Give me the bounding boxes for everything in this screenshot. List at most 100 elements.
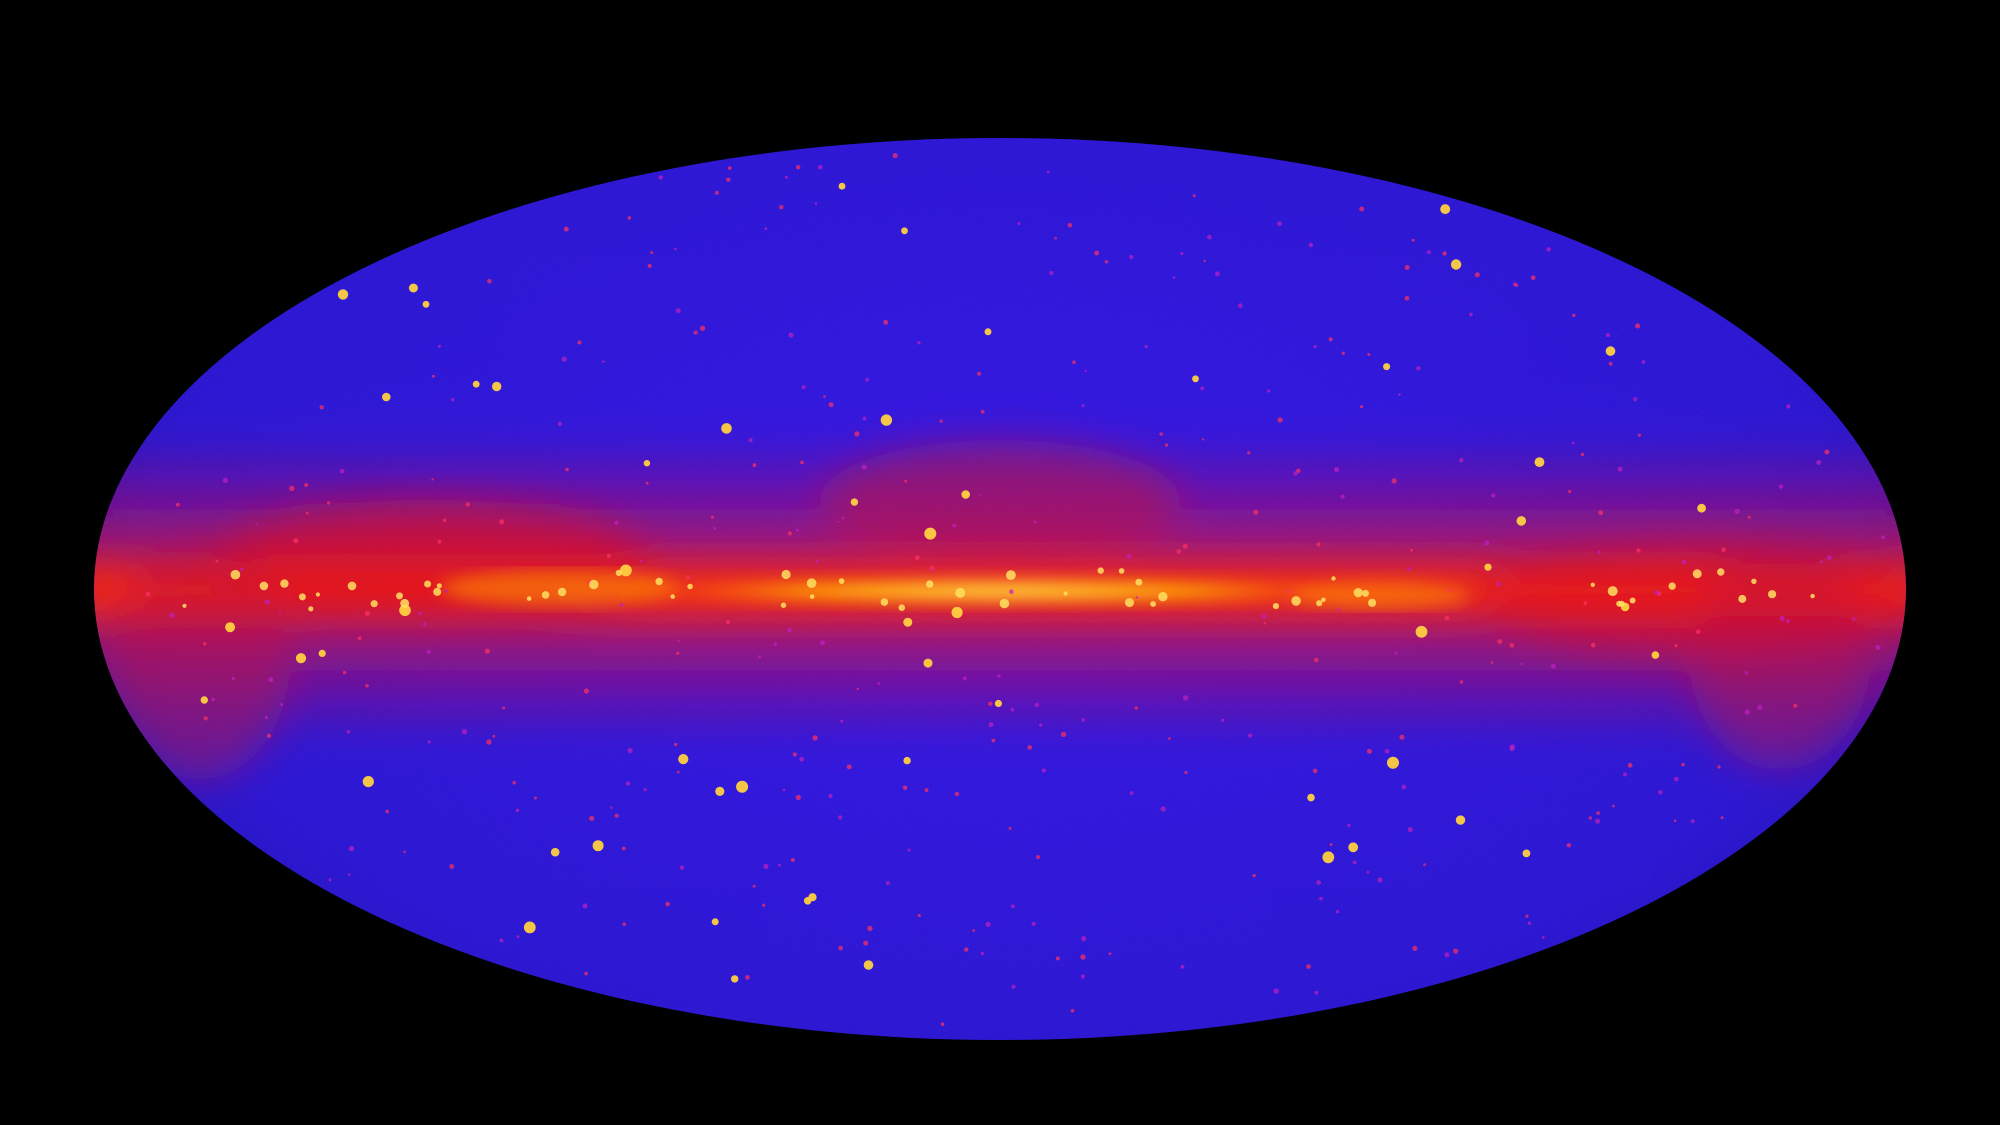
point-source — [985, 921, 991, 928]
point-source — [1534, 457, 1545, 467]
point-source — [1583, 601, 1588, 606]
point-source — [1200, 386, 1205, 391]
point-source — [801, 385, 806, 390]
point-source — [1786, 404, 1791, 409]
point-source — [1362, 589, 1369, 597]
point-source — [1824, 449, 1830, 455]
point-source — [1118, 568, 1125, 574]
point-source — [647, 263, 652, 268]
point-source — [991, 738, 996, 743]
point-source — [1658, 790, 1663, 795]
point-source — [1617, 466, 1623, 472]
point-source — [1738, 594, 1747, 603]
point-source — [1377, 877, 1383, 883]
point-source — [693, 330, 698, 335]
point-source — [231, 676, 235, 681]
point-source — [1011, 984, 1016, 989]
point-source — [266, 733, 272, 738]
point-source — [978, 494, 981, 497]
point-source — [305, 511, 309, 515]
point-source — [1248, 733, 1253, 738]
point-source — [675, 308, 681, 314]
point-source — [328, 878, 332, 882]
point-source — [790, 858, 795, 862]
point-source — [1203, 259, 1206, 263]
point-source — [787, 531, 793, 536]
point-source — [676, 770, 680, 774]
point-source — [614, 520, 619, 525]
point-source — [1366, 870, 1370, 874]
point-source — [1415, 625, 1428, 638]
point-source — [442, 518, 447, 522]
point-source — [1322, 851, 1335, 864]
point-source — [1207, 234, 1212, 240]
point-source — [980, 951, 985, 956]
point-source — [726, 177, 731, 182]
point-source — [780, 602, 787, 608]
point-source — [1134, 706, 1139, 710]
point-source — [1293, 471, 1298, 476]
point-source — [650, 251, 654, 255]
point-source — [619, 603, 624, 607]
point-source — [1520, 662, 1523, 666]
point-source — [370, 600, 378, 608]
point-source — [752, 463, 757, 468]
point-source — [1522, 849, 1531, 858]
point-source — [1605, 333, 1610, 337]
point-source — [838, 815, 843, 820]
point-source — [1263, 622, 1267, 625]
point-source — [200, 696, 208, 704]
point-source — [342, 670, 347, 675]
point-source — [1126, 554, 1132, 560]
point-source — [923, 658, 933, 668]
point-source — [784, 175, 789, 179]
point-source — [1491, 493, 1496, 498]
point-source — [606, 554, 611, 558]
point-source — [940, 1022, 945, 1026]
point-source — [451, 398, 455, 402]
point-source — [1720, 816, 1724, 820]
point-source — [1316, 542, 1321, 547]
point-source — [861, 464, 867, 470]
point-source — [994, 699, 1003, 708]
point-source — [1637, 433, 1641, 437]
point-source — [550, 847, 560, 857]
point-source — [255, 523, 258, 526]
point-source — [679, 865, 685, 870]
point-source — [1447, 588, 1452, 593]
point-source — [1060, 731, 1067, 738]
point-source — [319, 405, 324, 410]
point-source — [318, 649, 326, 658]
point-source — [1158, 592, 1168, 602]
point-source — [1049, 270, 1054, 276]
point-source — [997, 674, 1001, 678]
point-source — [1444, 615, 1450, 621]
point-source — [382, 392, 391, 402]
point-source — [939, 419, 943, 423]
point-source — [1296, 468, 1301, 473]
point-source — [930, 568, 934, 572]
point-source — [658, 175, 663, 180]
point-source — [1192, 194, 1196, 198]
point-source — [620, 564, 632, 577]
point-source — [1291, 596, 1301, 606]
point-source — [1306, 964, 1311, 969]
point-source — [736, 780, 749, 793]
point-source — [1605, 346, 1616, 356]
point-source — [1546, 247, 1551, 252]
point-source — [492, 734, 496, 738]
point-source — [1215, 271, 1220, 277]
point-source — [1010, 708, 1015, 712]
point-source — [1768, 590, 1777, 599]
point-source — [1404, 295, 1410, 301]
point-source — [863, 960, 874, 970]
point-source — [1527, 921, 1532, 925]
galactic-plane-diffuse — [94, 440, 1906, 780]
point-source — [1697, 503, 1706, 513]
point-source — [1316, 600, 1323, 607]
point-source — [1164, 443, 1169, 447]
point-source — [1779, 615, 1785, 622]
point-source — [954, 791, 960, 797]
point-source — [1391, 478, 1397, 484]
point-source — [280, 703, 284, 707]
